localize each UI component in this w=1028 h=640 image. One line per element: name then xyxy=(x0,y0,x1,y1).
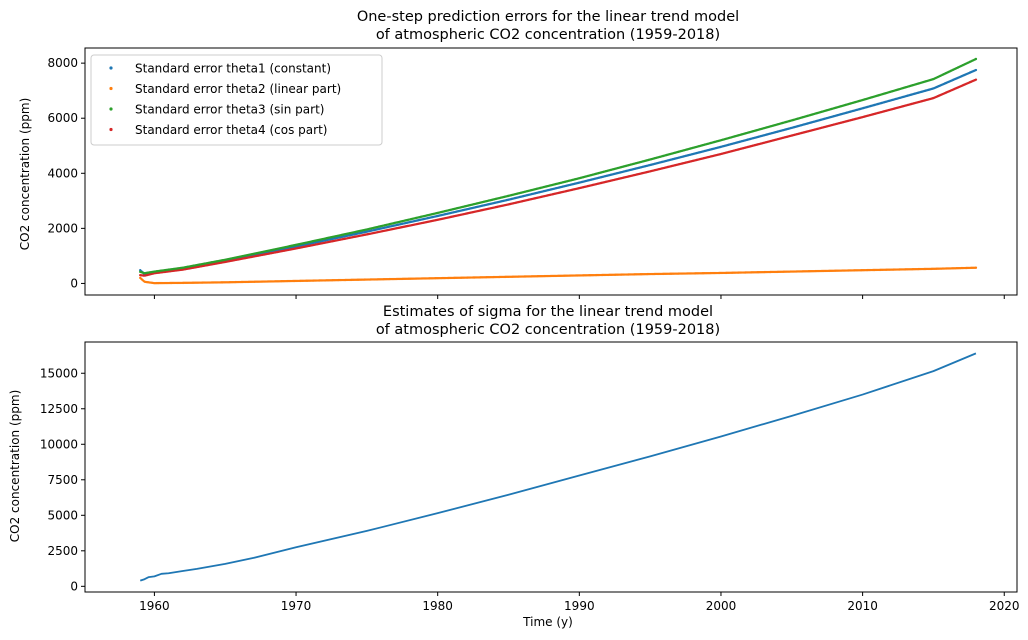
panel1-title-line1: One-step prediction errors for the linea… xyxy=(357,9,739,25)
panel1-axes-frame xyxy=(84,47,1018,296)
panel2-title-line1: Estimates of sigma for the linear trend … xyxy=(383,304,713,320)
panel2-x-tick-label: 1980 xyxy=(422,599,453,613)
legend-entry-3: Standard error theta3 (sin part) xyxy=(109,103,324,117)
legend-marker xyxy=(109,127,113,132)
series-4-points xyxy=(139,78,978,277)
legend-marker xyxy=(109,107,113,111)
legend-marker xyxy=(109,86,113,91)
legend: Standard error theta1 (constant) Standard… xyxy=(90,54,383,146)
panel2-y-tick-label: 12500 xyxy=(40,402,78,416)
legend-label: Standard error theta3 (sin part) xyxy=(135,103,324,117)
panel1-y-tick-label: 4000 xyxy=(47,166,78,180)
panel-sigma-estimates: Estimates of sigma for the linear trend … xyxy=(8,304,1020,629)
panel1-y-tick-label: 8000 xyxy=(47,56,78,70)
legend-marker xyxy=(109,66,113,70)
panel2-title-line2: of atmospheric CO2 concentration (1959-2… xyxy=(376,322,720,338)
panel1-y-tick-label: 2000 xyxy=(47,221,78,235)
data-point xyxy=(974,78,978,81)
panel2-y-tick-label: 7500 xyxy=(47,473,78,487)
panel1-title-line2: of atmospheric CO2 concentration (1959-2… xyxy=(376,27,720,43)
panel2-y-tick-label: 2500 xyxy=(47,544,78,558)
legend-label: Standard error theta1 (constant) xyxy=(135,62,331,76)
panel2-y-tick-label: 10000 xyxy=(40,437,78,451)
panel1-y-tick-label: 6000 xyxy=(47,111,78,125)
legend-label: Standard error theta4 (cos part) xyxy=(135,123,327,137)
data-point xyxy=(974,68,978,72)
panel2-data-marks xyxy=(139,352,977,582)
panel1-axes: 0 2000 4000 6000 8000 xyxy=(47,47,1018,299)
panel2-x-tick-label: 2010 xyxy=(847,599,878,613)
legend-entry-2: Standard error theta2 (linear part) xyxy=(109,82,341,96)
series-2-points xyxy=(139,266,978,285)
legend-entry-1: Standard error theta1 (constant) xyxy=(109,62,331,76)
panel1-y-tick-label: 0 xyxy=(70,276,78,290)
data-point xyxy=(974,57,978,61)
panel2-x-tick-label: 2020 xyxy=(989,599,1020,613)
series-3-points xyxy=(139,57,978,275)
panel2-y-axis-label: CO2 concentration (ppm) xyxy=(8,390,22,542)
panel1-y-axis-label: CO2 concentration (ppm) xyxy=(18,98,32,250)
panel2-x-tick-label: 1970 xyxy=(281,599,312,613)
legend-label: Standard error theta2 (linear part) xyxy=(135,82,341,96)
panel2-y-tick-label: 0 xyxy=(70,579,78,593)
panel2-x-tick-label: 1960 xyxy=(139,599,170,613)
panel2-x-tick-label: 1990 xyxy=(564,599,595,613)
sigma-line-series xyxy=(139,352,977,582)
panel2-y-tick-label: 5000 xyxy=(47,508,78,522)
panel1-data-marks xyxy=(139,57,978,285)
legend-frame xyxy=(90,54,383,146)
panel2-x-tick-label: 2000 xyxy=(706,599,737,613)
panel2-axes-frame xyxy=(84,341,1018,593)
data-point xyxy=(974,266,978,269)
legend-entry-4: Standard error theta4 (cos part) xyxy=(109,123,327,137)
panel2-x-axis-label: Time (y) xyxy=(522,615,573,629)
panel-prediction-errors: One-step prediction errors for the linea… xyxy=(18,9,1018,299)
panel2-axes: 1960 1970 1980 1990 2000 2010 2020 0 2500 5000 750… xyxy=(40,341,1020,613)
panel2-y-tick-label: 15000 xyxy=(40,366,78,380)
